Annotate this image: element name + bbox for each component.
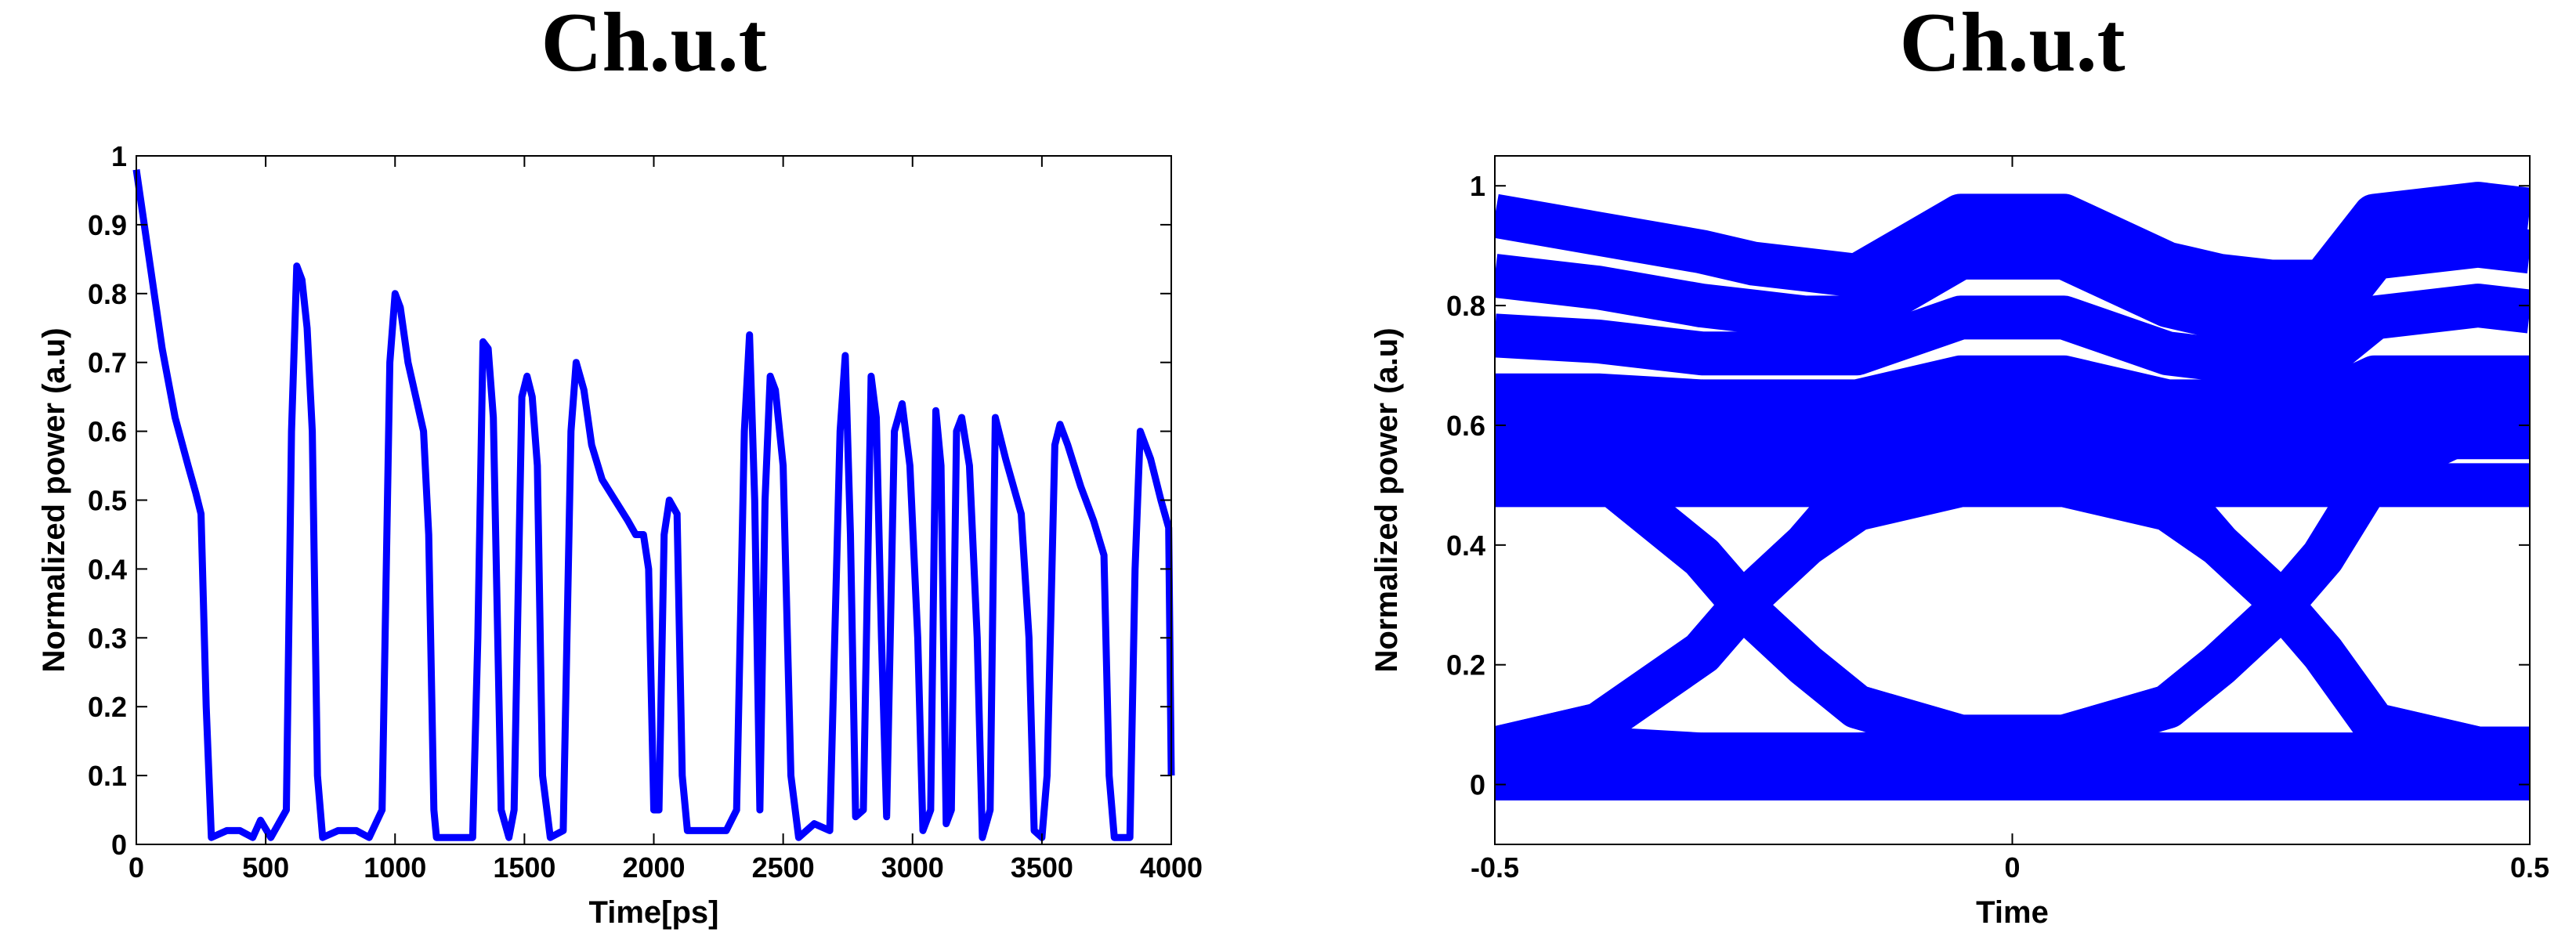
eye-trace — [1495, 391, 2530, 771]
x-tick-label: 500 — [242, 851, 289, 884]
y-axis-label: Normalized power (a.u) — [37, 327, 71, 672]
y-tick-label: 0.3 — [88, 622, 127, 654]
x-tick-label: 0.5 — [2510, 851, 2549, 884]
data-line — [132, 168, 1175, 841]
y-tick-label: 0.8 — [1446, 290, 1485, 322]
x-axis-label: Time — [1976, 895, 2049, 930]
x-tick-label: 1000 — [364, 851, 426, 884]
x-tick-label: 3000 — [881, 851, 944, 884]
y-tick-label: 0.8 — [88, 278, 127, 310]
traces — [1495, 182, 2530, 801]
x-tick-label: 2500 — [752, 851, 815, 884]
eye-trace — [1495, 223, 2530, 345]
x-tick-label: 0 — [128, 851, 144, 884]
chart: Ch.u.t Time Normalized power (a.u) -0.5 0 0.5… — [1369, 0, 2549, 930]
y-axis-label: Normalized power (a.u) — [1369, 327, 1404, 672]
eye-trace — [1495, 726, 2530, 777]
x-tick-label: 0 — [2004, 851, 2020, 884]
y-tick-label: 0.6 — [1446, 410, 1485, 442]
eye-trace — [1495, 182, 2530, 304]
y-tick-label: 0.4 — [1446, 530, 1485, 562]
x-axis-label: Time[ps] — [589, 895, 719, 930]
y-tick-label: 0.2 — [88, 691, 127, 723]
y-tick-label: 0.7 — [88, 347, 127, 379]
eye-trace — [1495, 284, 2530, 381]
y-tick-label: 1 — [111, 140, 127, 172]
x-tick-label: 3500 — [1011, 851, 1073, 884]
chart-title: Ch.u.t — [541, 0, 766, 89]
x-tick-label: 2000 — [622, 851, 685, 884]
y-tick-label: 0 — [111, 829, 127, 861]
y-tick-label: 0.5 — [88, 485, 127, 517]
y-tick-label: 1 — [1470, 170, 1485, 202]
chart-title: Ch.u.t — [1899, 0, 2125, 89]
x-tick-label: 4000 — [1140, 851, 1203, 884]
y-tick-label: 0.9 — [88, 209, 127, 241]
y-tick-label: 0 — [1470, 769, 1485, 801]
y-tick-label: 0.4 — [88, 553, 127, 585]
chart: Ch.u.t Time[ps] Normalized power (a.u) 0 500… — [37, 0, 1203, 930]
y-tick-label: 0.1 — [88, 760, 127, 792]
y-tick-label: 0.6 — [88, 416, 127, 448]
x-tick-label: 1500 — [493, 851, 555, 884]
x-tick-label: -0.5 — [1471, 851, 1519, 884]
y-tick-label: 0.2 — [1446, 649, 1485, 681]
